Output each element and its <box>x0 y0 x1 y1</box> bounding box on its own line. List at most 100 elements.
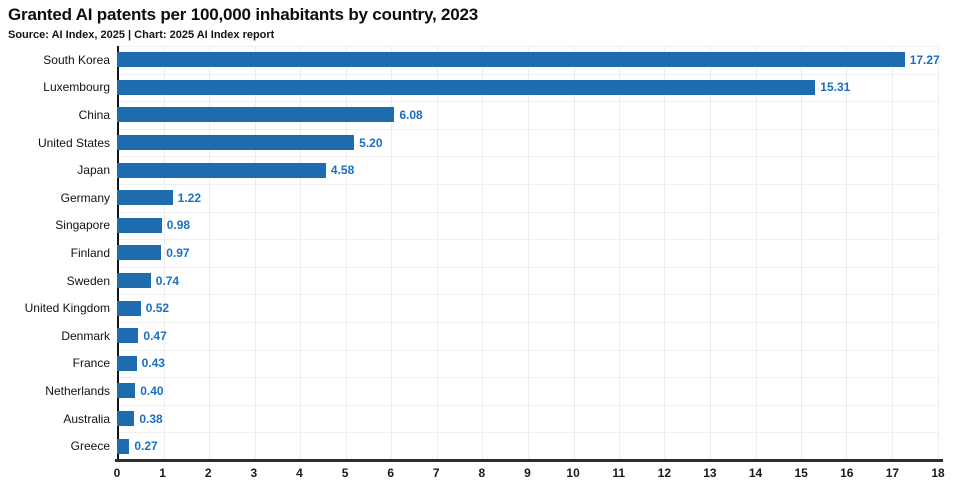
value-label-united-states: 5.20 <box>359 135 383 150</box>
x-tick-5: 5 <box>341 466 349 480</box>
chart-row-united-states: United States 5.20 <box>0 129 964 157</box>
chart-row-china: China 6.08 <box>0 101 964 129</box>
bar-track: 0.27 <box>117 432 938 460</box>
bar-track: 0.98 <box>117 212 938 240</box>
country-label-china: China <box>78 107 110 122</box>
vertical-gridline <box>482 46 484 460</box>
bar-japan <box>117 162 326 178</box>
bar-singapore <box>117 217 162 233</box>
country-label-finland: Finland <box>70 245 110 260</box>
vertical-gridline <box>254 46 256 460</box>
x-tick-9: 9 <box>524 466 531 480</box>
vertical-gridline <box>846 46 848 460</box>
vertical-gridline <box>163 46 165 460</box>
chart-subtitle: Source: AI Index, 2025 | Chart: 2025 AI … <box>8 29 275 41</box>
x-tick-2: 2 <box>204 466 212 480</box>
x-tick-10: 10 <box>566 466 580 480</box>
x-tick-12: 12 <box>657 466 672 480</box>
value-label-germany: 1.22 <box>177 190 201 205</box>
country-label-netherlands: Netherlands <box>45 383 110 398</box>
bar-track: 4.58 <box>117 156 938 184</box>
plot-area: South Korea 17.27 Luxembourg 15.31 China 6.08… <box>0 46 964 480</box>
bar-china <box>117 107 395 123</box>
vertical-gridline <box>892 46 893 460</box>
country-label-germany: Germany <box>60 190 110 205</box>
value-label-france: 0.43 <box>141 356 165 371</box>
x-tick-3: 3 <box>250 466 258 480</box>
chart-row-denmark: Denmark 0.47 <box>0 322 964 350</box>
country-label-australia: Australia <box>63 411 110 426</box>
country-label-united-kingdom: United Kingdom <box>24 301 110 316</box>
vertical-gridline <box>619 46 620 460</box>
value-label-denmark: 0.47 <box>143 328 167 343</box>
chart-row-greece: Greece 0.27 <box>0 432 964 460</box>
chart-row-luxembourg: Luxembourg 15.31 <box>0 74 964 102</box>
vertical-gridline <box>528 46 529 460</box>
chart-row-germany: Germany 1.22 <box>0 184 964 212</box>
country-label-france: France <box>72 356 110 371</box>
x-axis-line <box>115 459 943 462</box>
value-label-luxembourg: 15.31 <box>820 80 851 95</box>
bar-track: 0.47 <box>117 322 938 350</box>
gridline-layer <box>117 46 939 460</box>
bar-south-korea <box>117 52 905 68</box>
chart-row-finland: Finland 0.97 <box>0 239 964 267</box>
vertical-gridline <box>437 46 438 460</box>
bar-united-states <box>117 135 355 151</box>
x-tick-14: 14 <box>748 466 763 480</box>
value-label-finland: 0.97 <box>166 245 190 260</box>
x-tick-0: 0 <box>113 466 121 480</box>
vertical-gridline <box>801 46 802 460</box>
vertical-gridline <box>391 46 393 460</box>
bar-germany <box>117 190 173 206</box>
bar-france <box>117 355 137 371</box>
value-label-south-korea: 17.27 <box>909 52 940 67</box>
bar-denmark <box>117 328 139 344</box>
vertical-gridline <box>209 46 211 460</box>
country-label-luxembourg: Luxembourg <box>43 80 110 95</box>
value-label-china: 6.08 <box>399 107 423 122</box>
bar-track: 17.27 <box>117 46 940 74</box>
vertical-gridline <box>710 46 711 460</box>
x-tick-18: 18 <box>931 466 945 480</box>
bar-track: 5.20 <box>117 129 938 157</box>
x-tick-6: 6 <box>387 466 394 480</box>
value-label-sweden: 0.74 <box>155 273 180 288</box>
country-label-united-states: United States <box>37 135 110 150</box>
vertical-gridline <box>300 46 302 460</box>
country-label-singapore: Singapore <box>55 218 110 233</box>
x-tick-17: 17 <box>885 466 900 480</box>
bar-track: 0.52 <box>117 294 938 322</box>
bar-track: 0.40 <box>117 377 938 405</box>
chart-row-france: France 0.43 <box>0 350 964 378</box>
value-label-united-kingdom: 0.52 <box>145 301 170 316</box>
x-tick-13: 13 <box>703 466 717 480</box>
bar-greece <box>117 438 130 454</box>
chart-row-united-kingdom: United Kingdom 0.52 <box>0 294 964 322</box>
bar-rows: South Korea 17.27 Luxembourg 15.31 China 6.08… <box>0 46 964 460</box>
value-label-netherlands: 0.40 <box>140 383 164 398</box>
bar-track: 0.74 <box>117 267 938 295</box>
x-tick-4: 4 <box>296 466 303 480</box>
bar-netherlands <box>117 383 136 399</box>
x-tick-7: 7 <box>432 466 440 480</box>
value-label-greece: 0.27 <box>134 439 158 454</box>
chart-title: Granted AI patents per 100,000 inhabitan… <box>8 5 479 24</box>
chart-row-australia: Australia 0.38 <box>0 405 964 433</box>
x-tick-1: 1 <box>159 466 166 480</box>
vertical-gridline <box>346 46 347 460</box>
bar-sweden <box>117 273 151 289</box>
bar-australia <box>117 411 135 427</box>
x-tick-16: 16 <box>840 466 854 480</box>
bar-track: 0.97 <box>117 239 938 267</box>
bar-track: 6.08 <box>117 101 938 129</box>
bar-united-kingdom <box>117 300 141 316</box>
vertical-gridline <box>755 46 757 460</box>
vertical-gridline <box>937 46 939 460</box>
bar-luxembourg <box>117 79 816 95</box>
chart-row-sweden: Sweden 0.74 <box>0 267 964 295</box>
bar-track: 15.31 <box>117 74 938 102</box>
country-label-sweden: Sweden <box>66 273 110 288</box>
country-label-south-korea: South Korea <box>43 52 110 67</box>
chart-row-netherlands: Netherlands 0.40 <box>0 377 964 405</box>
